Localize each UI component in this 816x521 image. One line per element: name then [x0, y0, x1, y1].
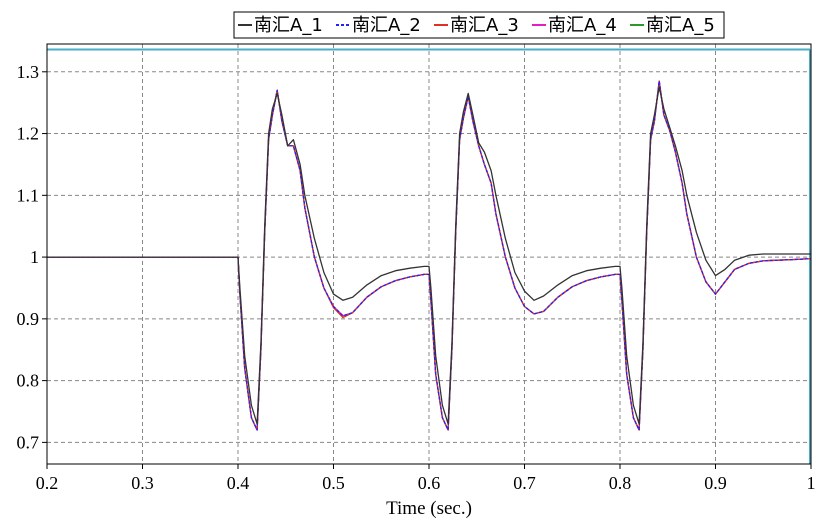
legend-label: 南汇A_2: [352, 15, 421, 36]
x-tick-label: 0.4: [227, 473, 250, 493]
x-tick-label: 0.9: [704, 473, 727, 493]
y-axis-ticks: 0.7 0.8 0.9 1 1.1 1.2 1.3: [17, 62, 47, 452]
x-tick-label: 0.6: [418, 473, 441, 493]
y-tick-label: 1.3: [17, 62, 40, 82]
x-tick-label: 1: [807, 473, 816, 493]
x-tick-label: 0.8: [609, 473, 632, 493]
y-tick-label: 1: [30, 247, 39, 267]
y-tick-label: 0.7: [17, 432, 40, 452]
x-tick-label: 0.5: [322, 473, 345, 493]
y-tick-label: 1.1: [17, 185, 40, 205]
legend-label: 南汇A_3: [450, 15, 519, 36]
series-layer: [47, 49, 811, 464]
legend-label: 南汇A_4: [548, 15, 617, 36]
series-line-2: [47, 80, 811, 431]
x-axis-ticks: 0.2 0.3 0.4 0.5 0.6 0.7 0.8 0.9 1: [36, 464, 816, 493]
x-tick-label: 0.3: [131, 473, 154, 493]
x-tick-label: 0.2: [36, 473, 59, 493]
series-line-1: [47, 86, 811, 425]
y-tick-label: 0.9: [17, 309, 40, 329]
legend: 南汇A_1 南汇A_2 南汇A_3 南汇A_4 南汇A_5: [233, 11, 725, 39]
legend-label: 南汇A_5: [646, 15, 715, 36]
legend-label: 南汇A_1: [254, 15, 323, 36]
x-tick-label: 0.7: [513, 473, 536, 493]
y-tick-label: 0.8: [17, 371, 40, 391]
grid-lines: [47, 44, 811, 464]
x-axis-label: Time (sec.): [386, 498, 472, 519]
y-tick-label: 1.2: [17, 124, 40, 144]
